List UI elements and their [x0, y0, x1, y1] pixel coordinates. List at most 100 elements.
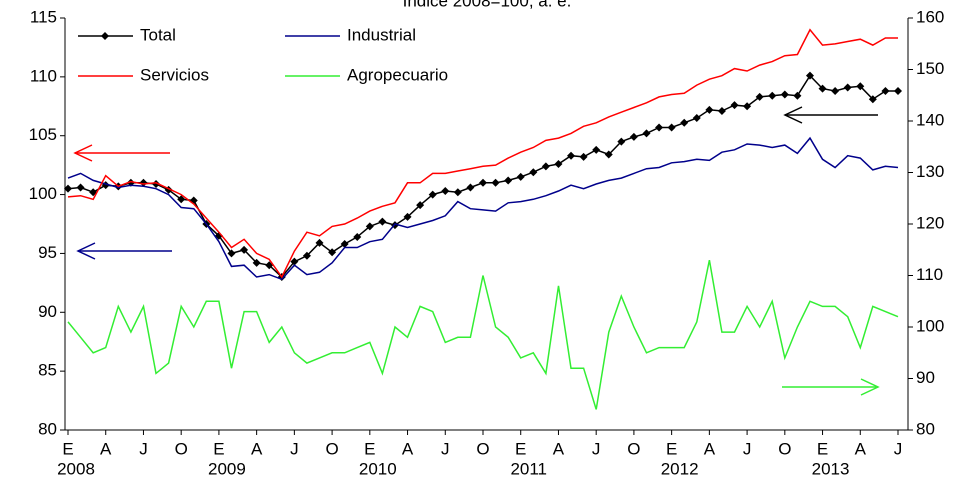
point-marker: [868, 95, 877, 104]
x-tick-label: A: [402, 439, 414, 458]
legend-marker: [101, 32, 109, 40]
y2-tick-label: 140: [916, 110, 944, 129]
point-marker: [453, 188, 462, 197]
point-marker: [64, 184, 72, 193]
x-tick-label: O: [627, 439, 640, 458]
point-marker: [378, 217, 387, 226]
point-marker: [139, 178, 148, 187]
point-marker: [328, 248, 337, 257]
point-marker: [403, 212, 412, 221]
y2-tick-label: 100: [916, 316, 944, 335]
y-tick-label: 95: [38, 243, 57, 262]
point-marker: [516, 172, 525, 181]
point-marker: [302, 251, 311, 260]
year-label: 2008: [57, 459, 95, 478]
point-marker: [894, 86, 902, 95]
y-tick-label: 100: [29, 184, 57, 203]
point-marker: [353, 232, 362, 241]
x-tick-label: A: [704, 439, 716, 458]
point-marker: [642, 129, 651, 138]
series-line: [67, 28, 898, 279]
legend-label: Total: [140, 25, 176, 44]
point-marker: [529, 168, 538, 177]
point-marker: [881, 86, 890, 95]
series-line: [67, 259, 899, 410]
x-tick-label: J: [894, 439, 903, 458]
point-marker: [629, 132, 638, 141]
x-tick-label: A: [553, 439, 565, 458]
x-tick-label: E: [666, 439, 677, 458]
x-tick-label: E: [62, 439, 73, 458]
point-marker: [579, 152, 588, 161]
annotation-arrows: [73, 106, 880, 396]
point-marker: [743, 102, 752, 111]
y2-tick-label: 80: [916, 419, 935, 438]
x-tick-label: E: [213, 439, 224, 458]
point-marker: [768, 91, 777, 100]
point-marker: [567, 151, 576, 160]
y2-tick-label: 110: [916, 265, 943, 284]
point-marker: [793, 91, 802, 100]
point-marker: [441, 187, 450, 196]
point-marker: [76, 183, 85, 192]
x-tick-label: J: [139, 439, 148, 458]
legend-label: Industrial: [347, 25, 416, 44]
point-marker: [843, 83, 852, 92]
point-marker: [252, 258, 261, 267]
x-tick-label: O: [778, 439, 791, 458]
y-tick-label: 105: [29, 125, 57, 144]
year-label: 2009: [208, 459, 246, 478]
point-marker: [705, 105, 714, 114]
point-marker: [290, 257, 299, 266]
year-label: 2013: [812, 459, 850, 478]
y2-tick-label: 150: [916, 59, 944, 78]
point-marker: [831, 86, 840, 95]
series-line: [67, 74, 898, 279]
point-marker: [818, 84, 827, 93]
point-marker: [856, 82, 865, 91]
y-tick-label: 115: [30, 7, 57, 26]
y2-tick-label: 90: [916, 368, 935, 387]
point-marker: [667, 123, 676, 132]
year-label: 2010: [359, 459, 397, 478]
point-marker: [227, 249, 236, 258]
point-marker: [466, 183, 475, 192]
point-marker: [315, 238, 324, 247]
point-marker: [805, 71, 814, 80]
y-tick-label: 90: [38, 302, 57, 321]
point-marker: [755, 92, 764, 101]
x-tick-label: E: [364, 439, 375, 458]
series-line: [67, 136, 899, 281]
y-tick-label: 85: [38, 361, 57, 380]
y2-tick-label: 160: [916, 7, 944, 26]
point-marker: [416, 201, 425, 210]
point-marker: [365, 222, 374, 231]
point-marker: [428, 190, 437, 199]
point-marker: [780, 90, 789, 99]
x-tick-label: O: [325, 439, 338, 458]
x-tick-label: O: [476, 439, 489, 458]
y-tick-label: 80: [38, 419, 57, 438]
arrow-head: [73, 144, 93, 162]
point-marker: [592, 145, 601, 154]
x-tick-label: A: [100, 439, 112, 458]
legend-label: Servicios: [140, 65, 209, 84]
point-marker: [655, 123, 664, 132]
y-tick-label: 110: [30, 66, 57, 85]
point-marker: [504, 176, 513, 185]
x-tick-label: J: [290, 439, 299, 458]
point-marker: [617, 137, 626, 146]
x-tick-label: E: [515, 439, 526, 458]
point-marker: [240, 245, 249, 254]
point-marker: [177, 195, 186, 204]
point-marker: [680, 118, 689, 127]
x-tick-label: J: [743, 439, 752, 458]
x-tick-label: A: [251, 439, 263, 458]
point-marker: [692, 114, 701, 123]
x-tick-label: A: [855, 439, 867, 458]
x-tick-label: J: [441, 439, 450, 458]
arrow-head: [860, 378, 880, 396]
point-marker: [730, 101, 739, 110]
